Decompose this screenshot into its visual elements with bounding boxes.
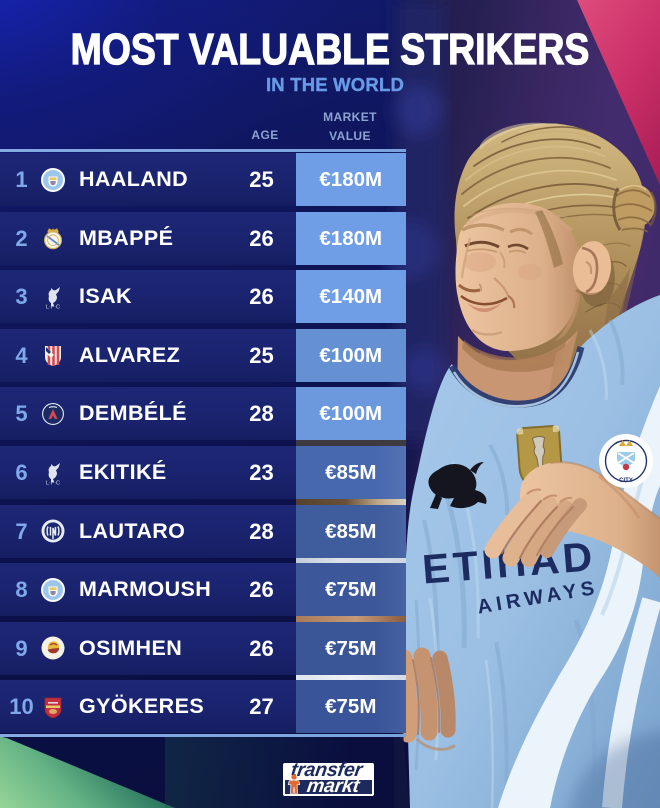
svg-text:CITY: CITY	[619, 478, 633, 484]
svg-text:L·F·C: L·F·C	[46, 480, 60, 485]
svg-text:L·F·C: L·F·C	[46, 304, 60, 309]
